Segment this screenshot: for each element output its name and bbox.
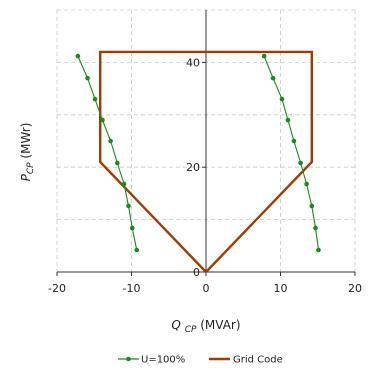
u100-data-point <box>298 160 303 166</box>
axes <box>56 10 356 276</box>
x-tick-label: 10 <box>274 282 288 295</box>
y-axis-label-main: P <box>19 173 33 181</box>
u100-data-point <box>108 138 113 144</box>
u100-data-point <box>115 160 120 166</box>
u100-data-point <box>134 247 140 253</box>
legend-label-u100: U=100% <box>141 355 185 366</box>
x-tick-label: 20 <box>348 282 362 295</box>
x-tick-label: 0 <box>203 282 210 295</box>
u100-data-point <box>316 247 321 253</box>
series-layer <box>75 50 321 273</box>
y-axis-label-sub: CP <box>26 162 36 174</box>
u100-data-point <box>100 117 105 123</box>
u100-data-point <box>92 96 98 102</box>
y-axis-label-unit: (MWr) <box>19 123 33 159</box>
u100-data-point <box>261 53 267 59</box>
u100-data-point <box>270 75 276 81</box>
legend-marker-u100 <box>126 356 131 362</box>
u100-data-point <box>304 181 309 187</box>
u100-data-point <box>75 53 81 59</box>
grid-code-line <box>99 50 313 273</box>
u100-line-segment <box>77 55 138 251</box>
u100-data-point <box>291 138 297 144</box>
u100-data-point <box>279 96 285 102</box>
u100-data-point <box>309 203 315 209</box>
y-tick-label: 20 <box>186 161 200 174</box>
u100-data-point <box>121 181 127 187</box>
u100-data-point <box>313 225 318 231</box>
x-axis-label-main: Q <box>171 318 180 332</box>
tick-labels: -20 -10 0 10 20 0 20 40 <box>48 56 362 295</box>
u100-data-point <box>285 117 291 123</box>
u100-data-point <box>85 75 90 81</box>
legend: U=100% Grid Code <box>118 355 283 366</box>
u100-data-point <box>126 203 131 209</box>
y-tick-label: 0 <box>193 266 200 279</box>
x-tick-label: -20 <box>48 282 66 295</box>
u100-data-point <box>129 225 135 231</box>
legend-label-grid-code: Grid Code <box>233 355 283 366</box>
x-axis-label-sub: CP <box>185 325 197 335</box>
x-axis-label: Q CP (MVAr) <box>171 318 240 335</box>
x-axis-label-unit: (MVAr) <box>200 318 240 332</box>
x-tick-label: -10 <box>123 282 141 295</box>
y-axis-label: PCP (MWr) <box>19 123 36 182</box>
y-tick-label: 40 <box>186 56 200 69</box>
u100-line-segment <box>263 55 320 251</box>
